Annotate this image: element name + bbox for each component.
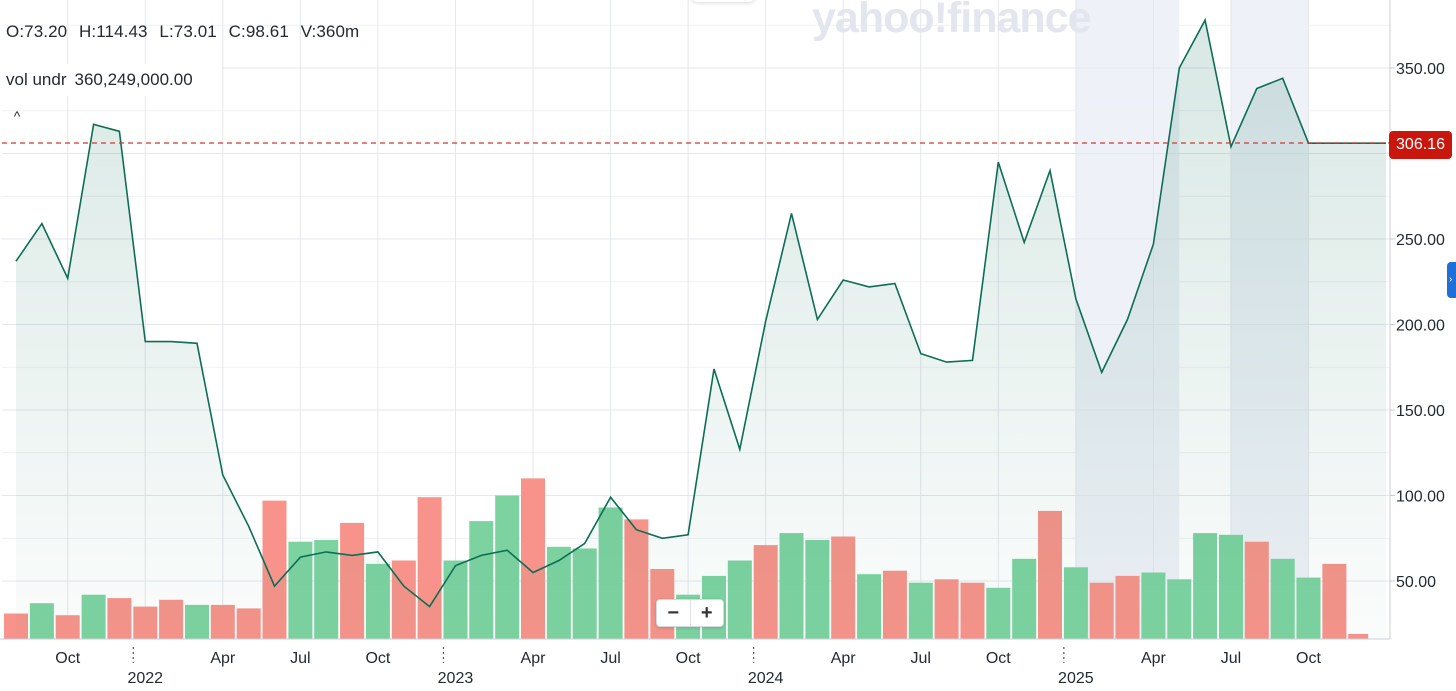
- price-area: [16, 20, 1386, 640]
- y-tick-label: 200.00: [1396, 318, 1445, 335]
- x-tick-label: Oct: [676, 650, 701, 667]
- collapse-chevron-icon[interactable]: ^: [13, 108, 21, 124]
- x-tick-label: Apr: [1141, 650, 1167, 667]
- open-value: O:73.20: [6, 22, 68, 41]
- current-price-tag: 306.16: [1389, 131, 1452, 159]
- ohlc-readout: O:73.20 H:114.43 L:73.01 C:98.61 V:360m: [6, 22, 366, 42]
- price-line: [15, 17, 1386, 608]
- x-tick-label: Apr: [210, 650, 236, 667]
- volume-study-name: vol undr: [6, 70, 67, 89]
- volume-value: V:360m: [300, 22, 360, 41]
- x-tick-label: Apr: [831, 650, 857, 667]
- y-tick-label: 100.00: [1396, 489, 1445, 506]
- volume-study-label[interactable]: vol undr 360,249,000.00: [0, 64, 222, 96]
- side-panel-expand-icon[interactable]: ›: [1447, 262, 1456, 298]
- y-tick-label: 350.00: [1396, 61, 1445, 78]
- low-value: L:73.01: [159, 22, 217, 41]
- top-panel-handle[interactable]: [690, 0, 756, 2]
- x-year-label: 2022: [127, 670, 163, 687]
- volume-study-value: 360,249,000.00: [74, 70, 193, 89]
- yahoo-finance-watermark: yahoo!finance: [812, 0, 1091, 42]
- x-tick-label: Oct: [1296, 650, 1321, 667]
- y-tick-label: 150.00: [1396, 403, 1445, 420]
- x-tick-label: Oct: [986, 650, 1011, 667]
- zoom-controls: − +: [656, 599, 724, 627]
- x-tick-label: Jul: [911, 650, 931, 667]
- x-tick-label: Apr: [521, 650, 547, 667]
- x-tick-label: Jul: [290, 650, 310, 667]
- x-year-label: 2023: [438, 670, 474, 687]
- zoom-in-button[interactable]: +: [689, 600, 724, 626]
- y-tick-label: 50.00: [1396, 574, 1436, 591]
- zoom-out-button[interactable]: −: [667, 602, 680, 624]
- x-tick-label: Oct: [55, 650, 80, 667]
- x-tick-label: Jul: [1221, 650, 1241, 667]
- x-year-label: 2025: [1058, 670, 1094, 687]
- x-tick-label: Oct: [365, 650, 390, 667]
- x-year-label: 2024: [748, 670, 784, 687]
- x-tick-label: Jul: [600, 650, 620, 667]
- close-value: C:98.61: [228, 22, 289, 41]
- high-value: H:114.43: [79, 22, 148, 41]
- y-tick-label: 250.00: [1396, 232, 1445, 249]
